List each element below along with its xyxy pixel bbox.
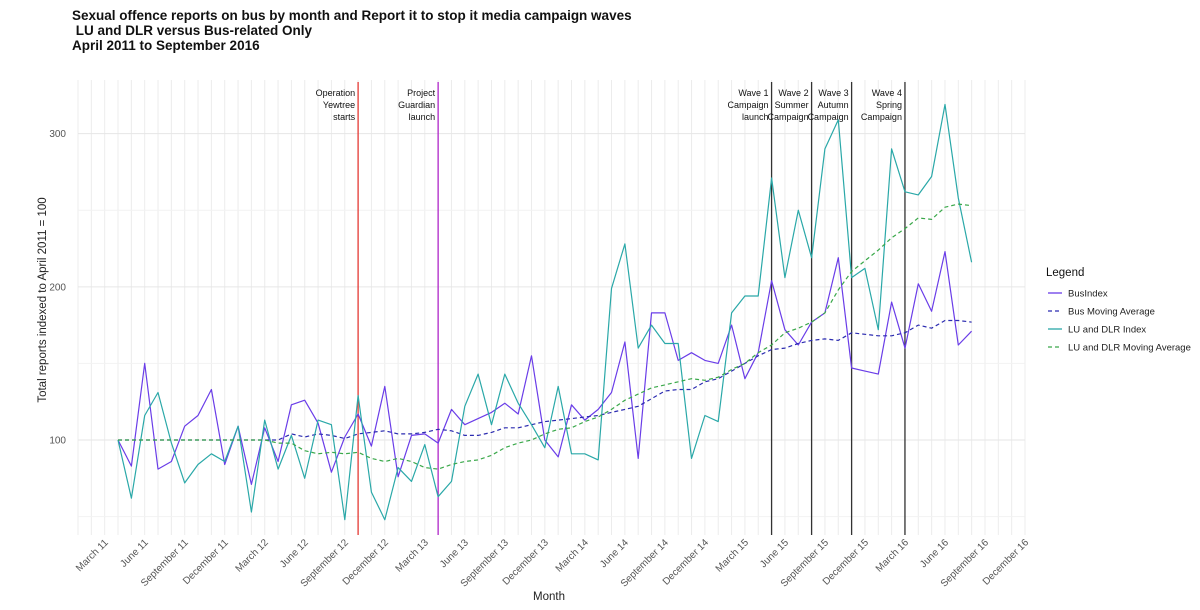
title-line-1: Sexual offence reports on bus by month a… <box>72 8 632 23</box>
event-label: Campaign <box>768 112 809 122</box>
event-label: launch <box>742 112 769 122</box>
event-label: Project <box>407 88 436 98</box>
x-tick-label: June 13 <box>438 537 471 570</box>
y-tick-label: 300 <box>49 129 66 140</box>
event-label: Campaign <box>861 112 902 122</box>
legend-item-label: LU and DLR Index <box>1068 325 1146 336</box>
x-tick-label: March 15 <box>714 537 752 575</box>
legend-item-label: BusIndex <box>1068 289 1108 300</box>
y-tick-label: 100 <box>49 436 66 447</box>
event-label: Yewtree <box>323 100 355 110</box>
x-tick-label: June 11 <box>118 537 151 570</box>
event-markers: Operation Yewtree starts Project Guardian lau… <box>316 82 906 535</box>
event-label: launch <box>409 112 436 122</box>
event-label: Summer <box>775 100 809 110</box>
x-tick-label: June 12 <box>278 537 311 570</box>
series-line <box>118 203 972 470</box>
event-label: Wave 4 <box>872 88 902 98</box>
x-tick-label: June 15 <box>758 537 791 570</box>
y-axis-title: Total reports indexed to April 2011 = 10… <box>37 197 49 402</box>
title-line-2: LU and DLR versus Bus-related Only <box>72 23 313 38</box>
grid-lines <box>77 80 1026 535</box>
event-label: Wave 1 <box>738 88 768 98</box>
event-label: Guardian <box>398 100 435 110</box>
event-label: starts <box>333 112 356 122</box>
x-tick-label: March 16 <box>874 537 912 575</box>
event-label: Autumn <box>818 100 849 110</box>
x-tick-label: March 13 <box>394 537 432 575</box>
legend-item-label: LU and DLR Moving Average <box>1068 343 1191 354</box>
x-axis-title: Month <box>533 591 565 603</box>
event-label: Spring <box>876 100 902 110</box>
event-label: Operation <box>316 88 356 98</box>
legend-item-label: Bus Moving Average <box>1068 307 1155 318</box>
title-line-3: April 2011 to September 2016 <box>72 38 260 53</box>
legend-title: Legend <box>1046 267 1084 279</box>
x-tick-label: March 11 <box>74 537 111 574</box>
x-tick-label: March 12 <box>234 537 272 575</box>
event-label: Campaign <box>808 112 849 122</box>
series-line <box>117 103 973 521</box>
series-lines <box>117 103 973 521</box>
x-tick-label: March 14 <box>554 537 592 575</box>
chart-title: Sexual offence reports on bus by month a… <box>72 8 632 53</box>
x-tick-label: June 14 <box>598 537 631 570</box>
event-label: Wave 3 <box>818 88 848 98</box>
x-tick-label: June 16 <box>918 537 951 570</box>
event-label: Wave 2 <box>778 88 808 98</box>
legend: Legend BusIndex Bus Moving Average LU and D… <box>1046 267 1191 354</box>
y-tick-label: 200 <box>49 282 66 293</box>
event-label: Campaign <box>728 100 769 110</box>
